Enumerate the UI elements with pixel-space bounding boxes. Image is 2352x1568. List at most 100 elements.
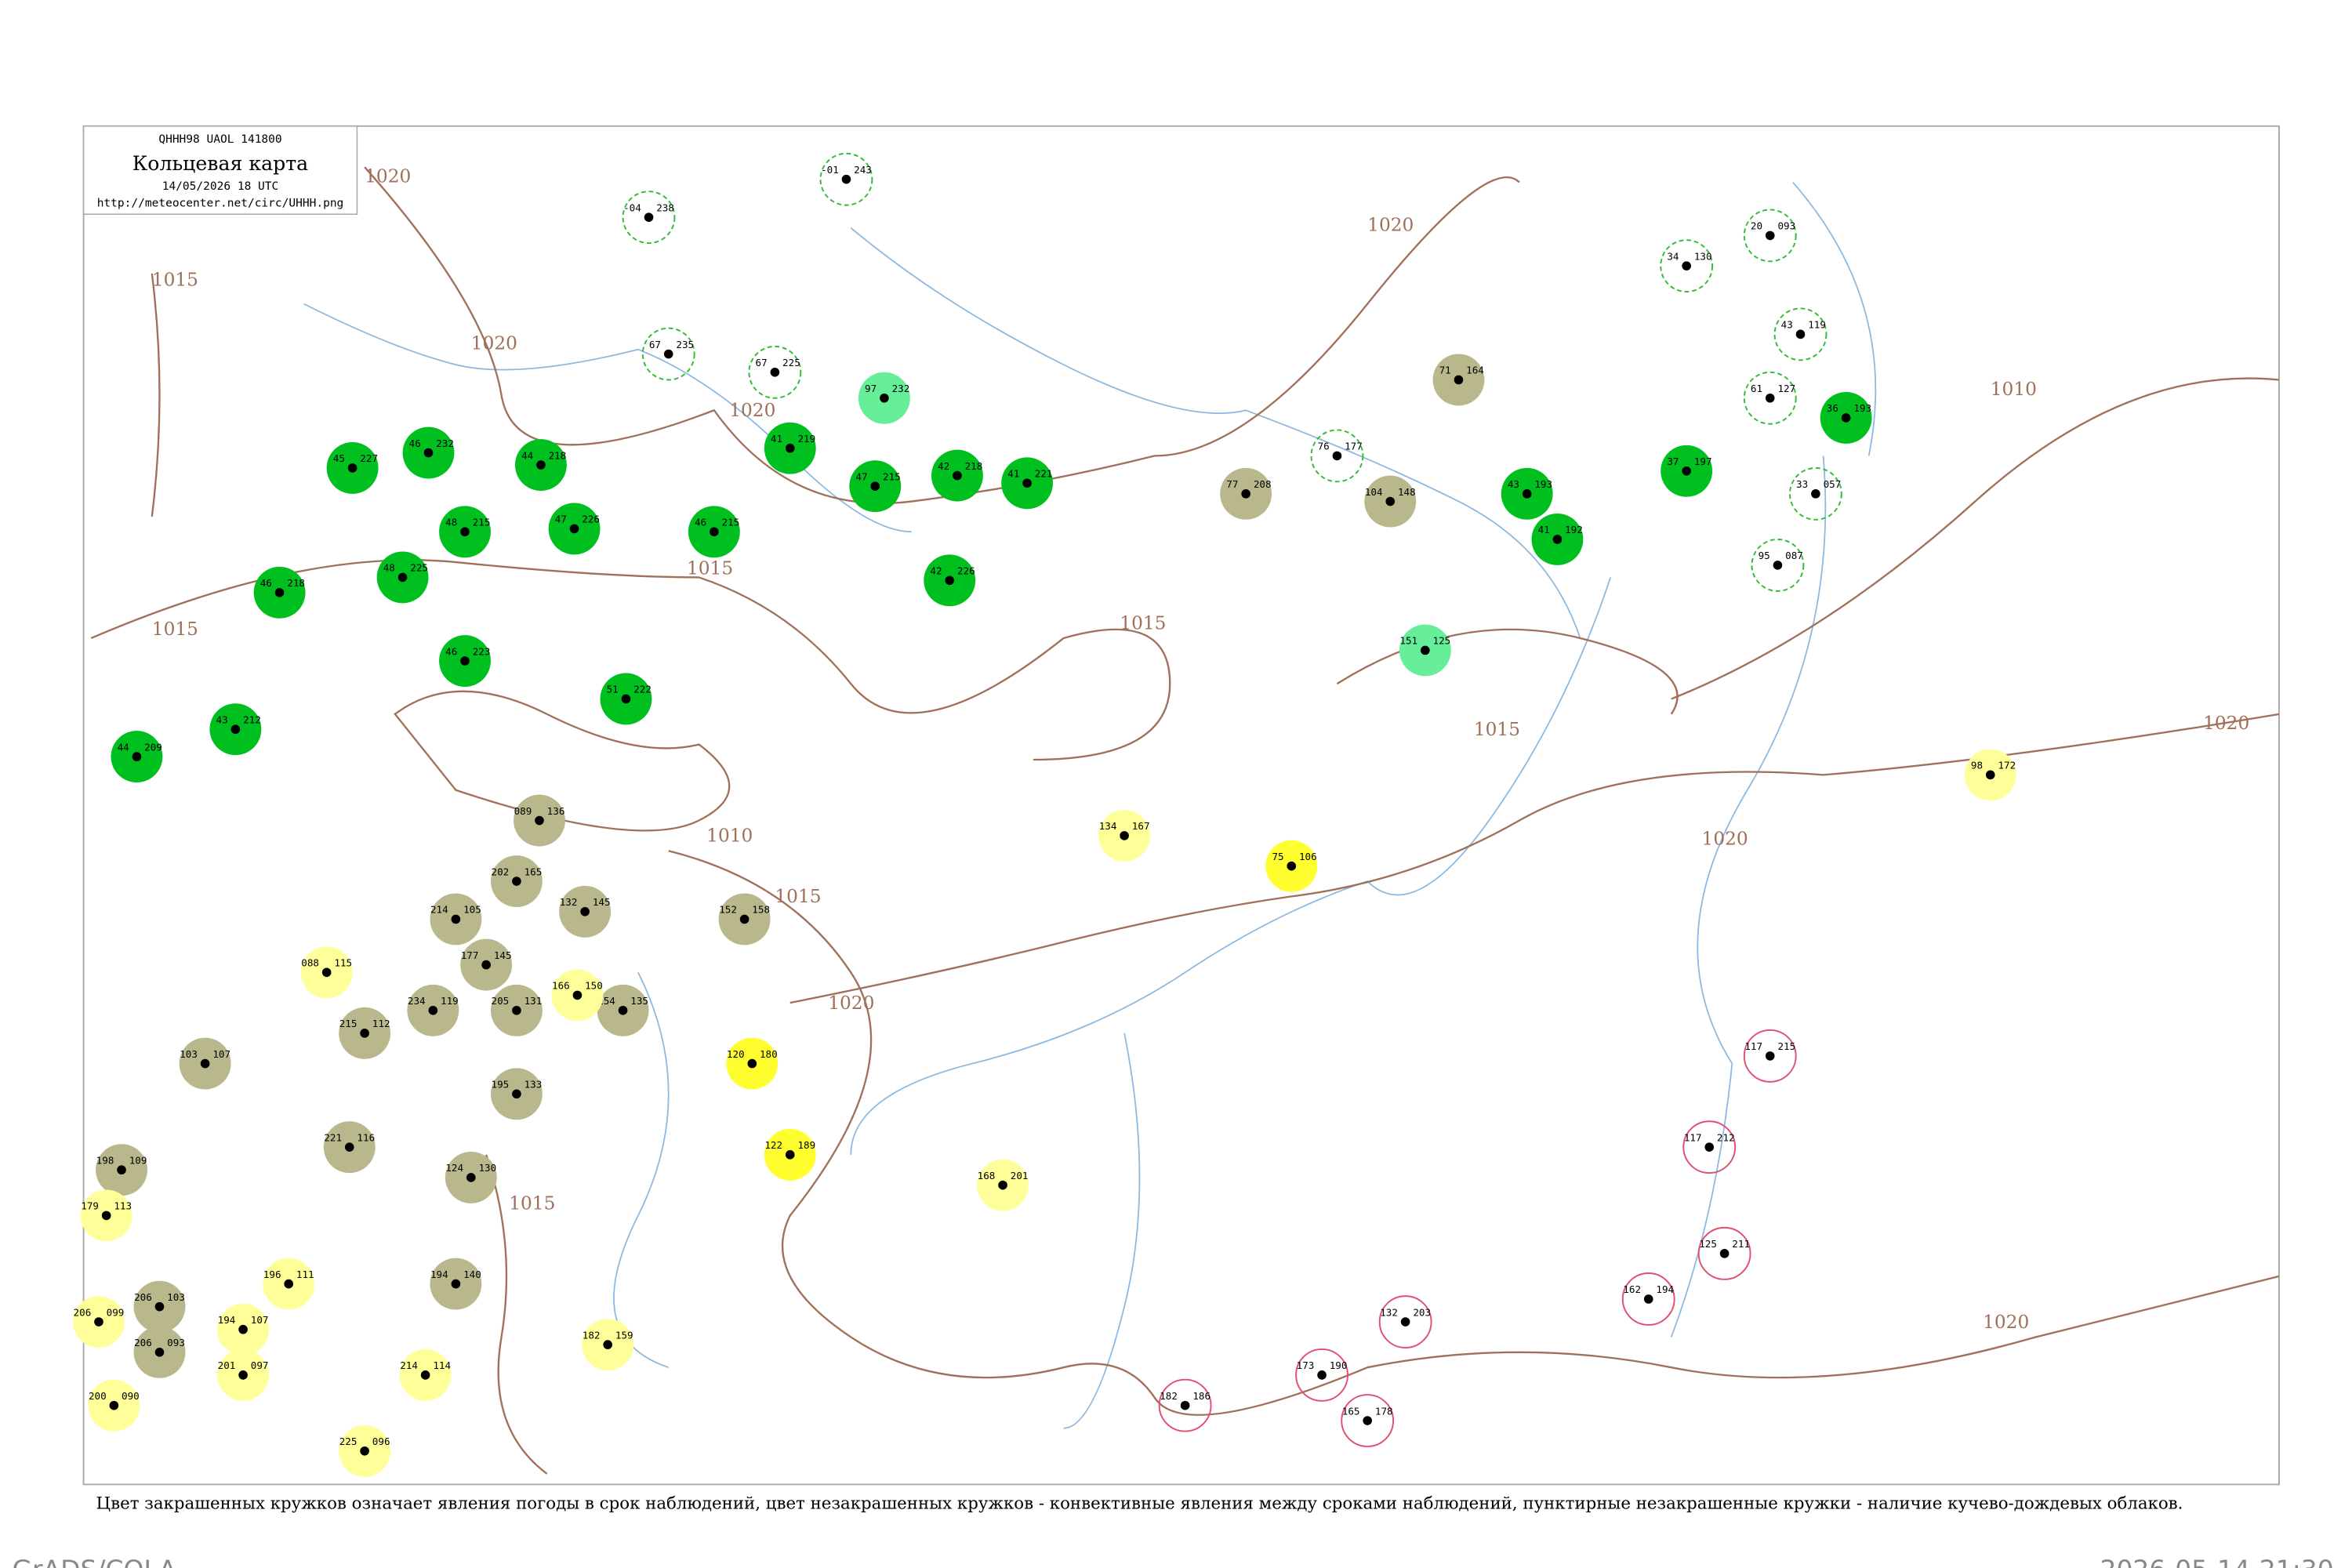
- station-ring: [641, 327, 695, 381]
- station-dot: [535, 815, 544, 826]
- isobar-label: 1010: [706, 826, 753, 847]
- isobar-label: 1020: [365, 166, 411, 187]
- station-pressure: 057: [1824, 478, 1842, 490]
- station-temp: 43: [1781, 319, 1793, 331]
- station-dot: [109, 1400, 119, 1410]
- station-temp: 44: [521, 449, 533, 461]
- station-dot: [1522, 489, 1532, 499]
- station-pressure: 211: [1732, 1238, 1750, 1250]
- station-pressure: 215: [1777, 1040, 1795, 1052]
- header-time: 14/05/2026 18 UTC: [162, 180, 279, 193]
- isobars: [90, 166, 2280, 1475]
- station-temp: 46: [409, 437, 421, 449]
- station-pressure: 105: [463, 904, 481, 916]
- station-temp: 205: [492, 995, 510, 1007]
- station-dot: [998, 1180, 1007, 1190]
- station-pressure: 192: [1565, 524, 1583, 535]
- station-dot: [739, 914, 750, 924]
- station-dot: [1985, 770, 1995, 780]
- station-pressure: 178: [1375, 1405, 1393, 1417]
- station-dot: [621, 694, 631, 704]
- station-temp: 75: [1272, 851, 1283, 862]
- station-dot: [1022, 478, 1032, 488]
- station-temp: 206: [74, 1306, 92, 1318]
- station-dot: [481, 960, 491, 970]
- isobar-label: 1015: [509, 1193, 555, 1214]
- isobar-label: 1020: [1702, 829, 1748, 850]
- station-temp: 42: [938, 460, 949, 472]
- station-temp: 166: [552, 980, 570, 992]
- station-temp: 97: [865, 383, 877, 394]
- station-temp: 103: [180, 1048, 198, 1060]
- station-dot: [1120, 831, 1129, 840]
- station-pressure: 097: [251, 1359, 269, 1371]
- station-pressure: 177: [1345, 441, 1363, 452]
- station-dot: [870, 481, 880, 491]
- station-temp: 51: [607, 684, 619, 695]
- station-temp: 43: [1508, 478, 1519, 490]
- station-dot: [360, 1029, 369, 1038]
- station-temp: 47: [855, 470, 867, 482]
- station-pressure: 222: [633, 684, 652, 695]
- station-temp: 206: [134, 1291, 152, 1303]
- station-temp: 165: [1342, 1405, 1360, 1417]
- station-temp: -04: [623, 201, 641, 213]
- station-pressure: 158: [752, 904, 770, 916]
- station-ring: [1310, 429, 1364, 483]
- station-dot: [1795, 329, 1806, 339]
- station-ring: [1295, 1348, 1348, 1402]
- station-dot: [1811, 489, 1820, 499]
- station-dot: [785, 443, 795, 453]
- isobar-label: 1020: [2203, 713, 2249, 734]
- station-temp: -01: [821, 164, 839, 176]
- station-temp: 41: [1538, 524, 1550, 535]
- station-temp: 117: [1744, 1040, 1762, 1052]
- station-temp: 132: [560, 896, 578, 908]
- station-dot: [94, 1317, 103, 1327]
- station-temp: 182: [1160, 1390, 1178, 1402]
- station-pressure: 180: [760, 1048, 778, 1060]
- station-pressure: 235: [676, 339, 694, 350]
- station-pressure: 130: [1694, 250, 1712, 262]
- station-pressure: 159: [615, 1329, 633, 1341]
- station-ring: [1158, 1378, 1212, 1432]
- station-ring: [748, 345, 802, 399]
- footer-right: 2026-05-14-21:30: [2100, 1555, 2334, 1568]
- station-dot: [512, 1089, 521, 1099]
- station-dot: [117, 1165, 126, 1175]
- footer-left: GrADS/COLA: [13, 1555, 177, 1568]
- station-temp: 20: [1751, 220, 1762, 232]
- station-temp: 33: [1796, 478, 1808, 490]
- header-url: http://meteocenter.net/circ/UHHH.png: [97, 198, 344, 210]
- station-pressure: 106: [1299, 851, 1317, 862]
- station-dot: [397, 572, 408, 583]
- station-temp: 124: [445, 1162, 463, 1174]
- station-dot: [618, 1005, 628, 1015]
- station-dot: [451, 914, 461, 924]
- station-temp: 95: [1759, 550, 1770, 561]
- caption: Цвет закрашенных кружков означает явлени…: [96, 1494, 2183, 1513]
- isobar-label: 1020: [828, 993, 874, 1014]
- station-temp: 48: [445, 517, 457, 528]
- station-dot: [344, 1142, 354, 1152]
- station-dot: [785, 1150, 795, 1160]
- station-dot: [1363, 1416, 1372, 1425]
- station-pressure: 243: [854, 164, 872, 176]
- station-ring: [1788, 466, 1842, 521]
- station-pressure: 148: [1398, 486, 1416, 498]
- station-ring: [1751, 539, 1805, 592]
- station-temp: 201: [218, 1359, 236, 1371]
- station-dot: [1180, 1400, 1190, 1410]
- station-dot: [1385, 496, 1396, 506]
- station-dot: [460, 656, 470, 666]
- station-temp: 34: [1667, 250, 1679, 262]
- map-frame: [82, 125, 2280, 1486]
- station-ring: [1743, 209, 1797, 263]
- station-pressure: 119: [441, 995, 459, 1007]
- station-dot: [1552, 535, 1563, 544]
- isobar-label: 1015: [687, 558, 733, 579]
- station-dot: [945, 575, 955, 586]
- station-pressure: 226: [582, 514, 600, 525]
- station-temp: 42: [930, 565, 942, 577]
